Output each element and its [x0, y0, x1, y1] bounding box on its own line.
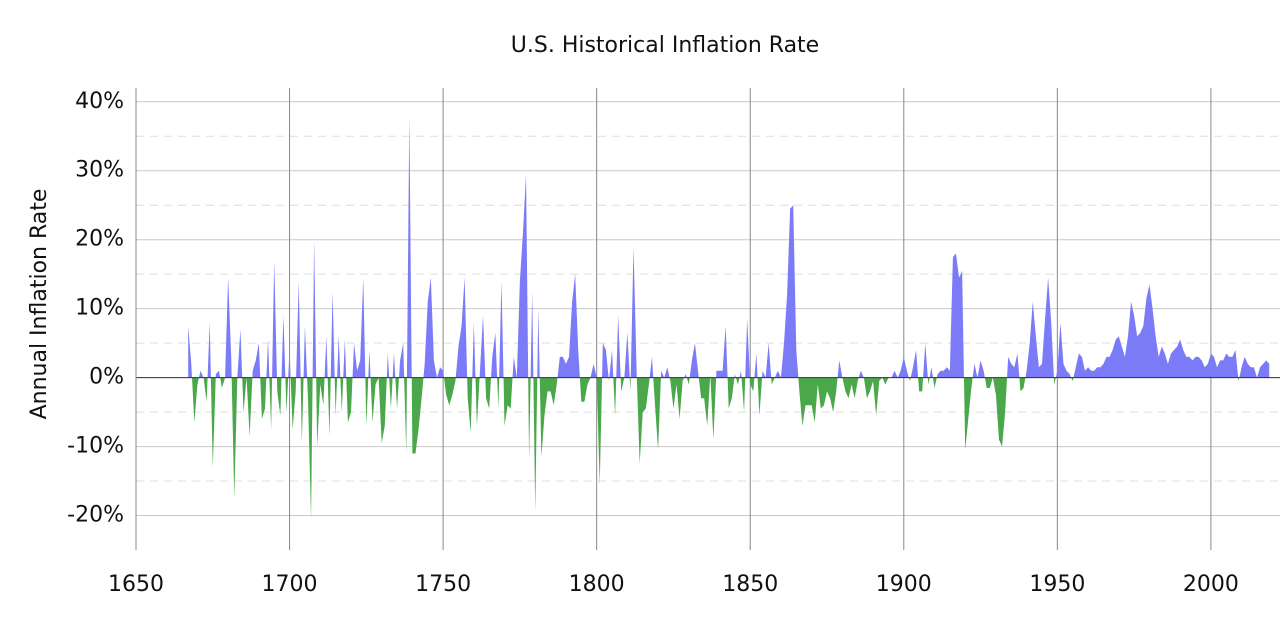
y-tick-label: 10% — [75, 296, 124, 321]
x-tick-label: 1750 — [415, 572, 471, 597]
x-tick-label: 1950 — [1029, 572, 1085, 597]
y-tick-label: -10% — [67, 434, 124, 459]
chart-title: U.S. Historical Inflation Rate — [511, 33, 819, 58]
x-tick-label: 1650 — [108, 572, 164, 597]
y-tick-label: -20% — [67, 503, 124, 528]
x-tick-label: 1800 — [569, 572, 625, 597]
y-tick-label: 20% — [75, 227, 124, 252]
y-tick-label: 30% — [75, 158, 124, 183]
x-tick-label: 1700 — [262, 572, 318, 597]
x-tick-label: 1850 — [722, 572, 778, 597]
inflation-area — [188, 115, 1270, 519]
x-tick-label: 1900 — [876, 572, 932, 597]
y-tick-label: 0% — [89, 365, 124, 390]
x-tick-label: 2000 — [1183, 572, 1239, 597]
y-axis-label: Annual Inflation Rate — [27, 189, 52, 420]
y-tick-label: 40% — [75, 89, 124, 114]
